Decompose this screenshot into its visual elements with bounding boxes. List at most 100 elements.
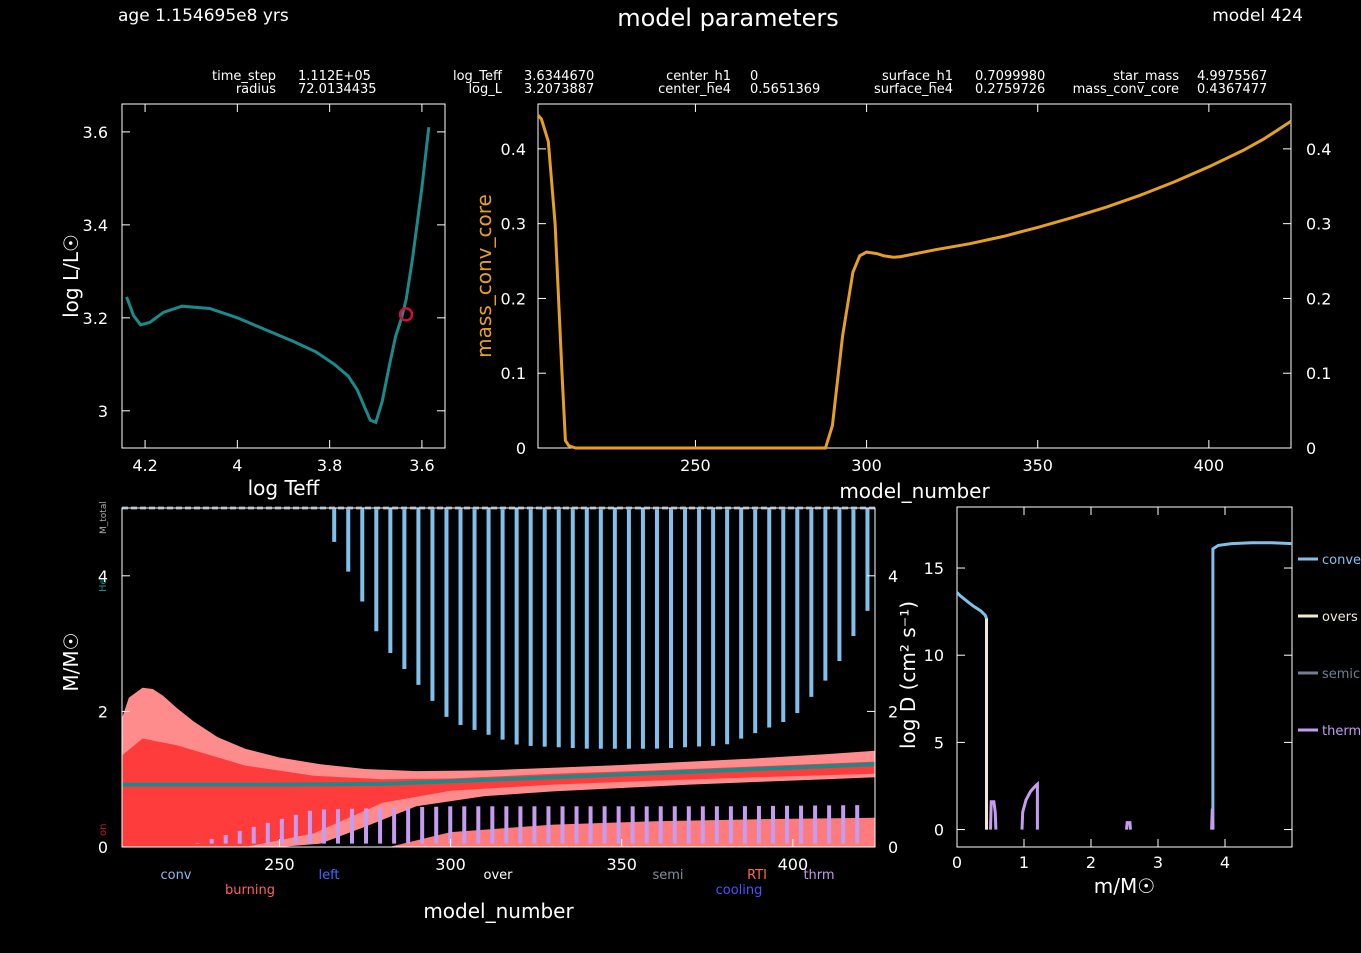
info-value: 4.9975567 xyxy=(1197,69,1267,84)
hr-xlabel: log Teff xyxy=(248,476,321,500)
mix-therm-line xyxy=(1020,780,1039,830)
info-value: 3.2073887 xyxy=(524,82,594,97)
hr-ytick-label: 3.2 xyxy=(83,309,108,328)
mix-ytick-label: 15 xyxy=(924,559,944,578)
mix-legend-therm: therm xyxy=(1322,724,1361,739)
kipp-legend-over: over xyxy=(484,868,514,883)
hr-ytick-label: 3.4 xyxy=(83,216,108,235)
info-label: star_mass xyxy=(1113,69,1179,84)
kipp-ytick-label: 2 xyxy=(98,702,108,721)
kipp-legend-thrm: thrm xyxy=(803,868,834,883)
mix-xtick-label: 4 xyxy=(1220,853,1230,872)
mix-xlabel: m/M☉ xyxy=(1094,874,1155,898)
conv-core-xlabel: model_number xyxy=(839,479,990,503)
current-model-marker xyxy=(398,307,414,322)
he-edge-label: He xyxy=(98,578,109,592)
mass-conv-core-line xyxy=(536,114,1292,450)
kipp-frame xyxy=(121,507,876,848)
hr-ytick-label: 3 xyxy=(98,402,108,421)
mix-xtick-label: 0 xyxy=(952,853,962,872)
info-label: log_L xyxy=(468,82,502,97)
mix-ylabel: log D (cm² s⁻¹) xyxy=(896,601,920,749)
mix-conve-line xyxy=(955,591,988,830)
info-label: center_he4 xyxy=(658,82,731,97)
info-value: 0.4367477 xyxy=(1197,82,1267,97)
conv-core-ytick-label-right: 0.4 xyxy=(1306,140,1331,159)
conv-core-ytick-label-right: 0 xyxy=(1306,439,1316,458)
conv-core-ytick-label-right: 0.1 xyxy=(1306,364,1331,383)
mix-legend-conve: conve xyxy=(1322,553,1361,568)
mass-conv-core-plot: 250 300 350 400 0 0.1 0.2 0.3 0.4 0 0.1 0.2 0.3 0.4 mo… xyxy=(472,103,1331,503)
conv-core-xtick-label: 300 xyxy=(851,456,882,475)
info-value: 72.0134435 xyxy=(298,82,377,97)
kipp-legend-cooling: cooling xyxy=(716,883,763,898)
kipp-ytick-label-right: 4 xyxy=(888,567,898,586)
mix-therm-line xyxy=(989,800,998,830)
mix-xtick-label: 3 xyxy=(1153,853,1163,872)
kipp-legend-left: left xyxy=(318,868,339,883)
mix-legend-overs: overs xyxy=(1322,610,1358,625)
mix-therm-line xyxy=(1210,808,1215,830)
kipp-legend-RTI: RTI xyxy=(747,868,767,883)
hr-diagram: 4.2 4 3.8 3.6 3 3.2 3.4 3.6 log Teff log L/L☉ xyxy=(59,103,446,500)
info-label: surface_he4 xyxy=(874,82,953,97)
kipp-ytick-label: 4 xyxy=(98,567,108,586)
kipp-legend-semi: semi xyxy=(652,868,683,883)
hr-xtick-label: 4.2 xyxy=(132,456,157,475)
mix-conve-line xyxy=(1211,541,1293,830)
hr-ytick-label: 3.6 xyxy=(83,123,108,142)
kipp-ytick-label-right: 2 xyxy=(888,702,898,721)
h-edge-label: on xyxy=(98,824,109,836)
mix-legend-semic: semic xyxy=(1322,667,1360,682)
kipp-ytick-label-right: 0 xyxy=(888,838,898,857)
info-label: radius xyxy=(236,82,276,97)
conv-core-frame xyxy=(537,103,1292,449)
info-value: 0.5651369 xyxy=(750,82,820,97)
kipp-ytick-label: 0 xyxy=(98,838,108,857)
conv-core-ytick-label: 0 xyxy=(516,439,526,458)
conv-core-xtick-label: 400 xyxy=(1194,456,1225,475)
kipp-xlabel: model_number xyxy=(423,899,574,923)
hr-xtick-label: 4 xyxy=(232,456,242,475)
mix-frame xyxy=(956,506,1293,848)
info-label: surface_h1 xyxy=(882,69,953,84)
mix-ytick-label: 0 xyxy=(934,821,944,840)
mix-xtick-label: 1 xyxy=(1019,853,1029,872)
info-value: 3.6344670 xyxy=(524,69,594,84)
kipp-legend-burning: burning xyxy=(225,883,275,898)
info-value: 1.112E+05 xyxy=(298,69,371,84)
kipp-xtick-label: 300 xyxy=(435,855,466,874)
mix-xtick-label: 2 xyxy=(1086,853,1096,872)
kipp-xtick-label: 350 xyxy=(606,855,637,874)
conv-core-xtick-label: 350 xyxy=(1022,456,1053,475)
info-value: 0.7099980 xyxy=(975,69,1045,84)
kipp-ylabel: M/M☉ xyxy=(59,632,83,691)
mix-ytick-label: 5 xyxy=(934,733,944,752)
conv-core-ytick-label: 0.1 xyxy=(501,364,526,383)
mix-ytick-label: 10 xyxy=(924,646,944,665)
conv-core-ylabel: mass_conv_core xyxy=(472,194,496,358)
conv-core-ytick-label-right: 0.2 xyxy=(1306,289,1331,308)
model-number-label: model 424 xyxy=(1212,6,1303,26)
hr-track-line xyxy=(125,127,431,425)
kipp-legend-conv: conv xyxy=(160,868,191,883)
mix-therm-line xyxy=(1125,821,1132,830)
age-label: age 1.154695e8 yrs xyxy=(118,6,289,26)
info-value: 0 xyxy=(750,69,758,84)
info-label: center_h1 xyxy=(666,69,731,84)
conv-core-ytick-label: 0.4 xyxy=(501,140,526,159)
kipp-xtick-label: 400 xyxy=(778,855,809,874)
kipp-xtick-label: 250 xyxy=(264,855,295,874)
page-title: model parameters xyxy=(617,4,839,32)
conv-core-ytick-label-right: 0.3 xyxy=(1306,215,1331,234)
hr-ylabel: log L/L☉ xyxy=(59,234,83,318)
info-label: log_Teff xyxy=(453,69,503,84)
hr-xtick-label: 3.8 xyxy=(317,456,342,475)
mixing-profile-plot: 0 1 2 3 4 0 5 10 15 conve overs semic therm m/M☉ log D… xyxy=(896,506,1361,898)
conv-core-ytick-label: 0.2 xyxy=(501,289,526,308)
mtotal-edge-label: M_total xyxy=(99,501,109,534)
hr-frame xyxy=(121,103,446,449)
info-value: 0.2759726 xyxy=(975,82,1045,97)
conv-core-ytick-label: 0.3 xyxy=(501,215,526,234)
